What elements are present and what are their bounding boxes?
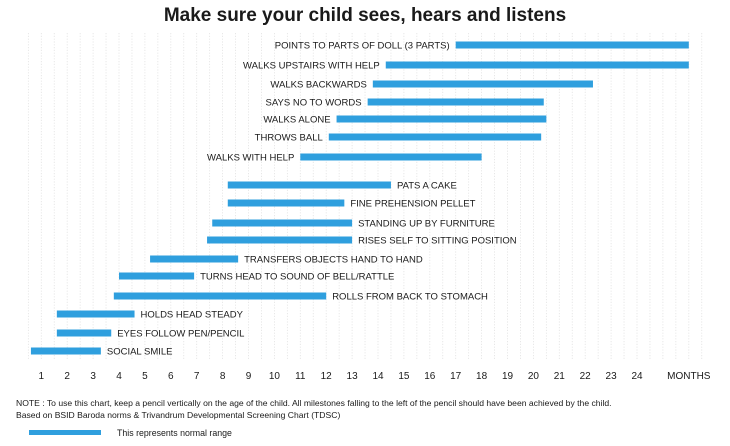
x-tick-label: 9 xyxy=(246,371,252,382)
x-tick-label: 2 xyxy=(64,371,70,382)
milestone-label: STANDING UP BY FURNITURE xyxy=(358,218,495,229)
x-tick-label: 15 xyxy=(398,371,410,382)
milestone-bar xyxy=(150,255,239,263)
milestone-bar xyxy=(119,272,195,280)
milestone-label: THROWS BALL xyxy=(255,132,323,143)
milestone-label: PATS A CAKE xyxy=(397,180,457,191)
milestone-bar xyxy=(113,292,327,300)
milestone-bar xyxy=(300,153,482,161)
x-tick-label: 20 xyxy=(528,371,540,382)
x-tick-label: 16 xyxy=(424,371,436,382)
milestone-label: WALKS ALONE xyxy=(263,114,330,125)
milestone-bar xyxy=(328,133,542,141)
x-tick-label: 11 xyxy=(295,371,306,382)
x-tick-label: 4 xyxy=(116,371,122,382)
x-tick-label: 18 xyxy=(476,371,488,382)
tick-layer: 1 2 3 4 5 6 7 8 9 10 11 12 13 14 15 16 17 18 19 20 21 22 23 24 M… xyxy=(39,371,711,382)
milestone-label: POINTS TO PARTS OF DOLL (3 PARTS) xyxy=(275,40,450,51)
milestone-bar xyxy=(227,199,345,207)
milestone-label: WALKS BACKWARDS xyxy=(270,79,366,90)
x-tick-label: 7 xyxy=(194,371,200,382)
milestone-bar xyxy=(212,219,353,227)
note-line-2: Based on BSID Baroda norms & Trivandrum … xyxy=(16,410,341,420)
usage-note: NOTE : To use this chart, keep a pencil … xyxy=(16,397,716,421)
milestone-bar xyxy=(30,347,101,355)
x-tick-label: 13 xyxy=(347,371,359,382)
milestone-bar xyxy=(385,61,689,69)
x-tick-label: 5 xyxy=(142,371,148,382)
x-tick-label: 8 xyxy=(220,371,226,382)
note-line-1: NOTE : To use this chart, keep a pencil … xyxy=(16,398,612,408)
x-tick-label: 12 xyxy=(321,371,333,382)
milestone-label: RISES SELF TO SITTING POSITION xyxy=(358,235,517,246)
x-tick-label: 24 xyxy=(631,371,643,382)
milestone-label: EYES FOLLOW PEN/PENCIL xyxy=(117,328,244,339)
milestone-label: WALKS UPSTAIRS WITH HELP xyxy=(243,60,380,71)
label-layer: POINTS TO PARTS OF DOLL (3 PARTS) WALKS U… xyxy=(107,40,517,357)
milestone-bar xyxy=(227,181,391,189)
milestone-label: SAYS NO TO WORDS xyxy=(266,97,362,108)
x-tick-label: 17 xyxy=(450,371,462,382)
x-tick-label: 14 xyxy=(372,371,384,382)
x-axis-unit-label: MONTHS xyxy=(667,371,711,382)
milestone-label: WALKS WITH HELP xyxy=(207,152,294,163)
milestone-label: ROLLS FROM BACK TO STOMACH xyxy=(332,291,488,302)
x-tick-label: 21 xyxy=(554,371,566,382)
legend-swatch xyxy=(29,430,101,435)
milestone-bar xyxy=(56,329,112,337)
milestone-label: HOLDS HEAD STEADY xyxy=(141,309,244,320)
milestone-bar xyxy=(56,310,135,318)
legend-text: This represents normal range xyxy=(117,428,232,438)
chart-title: Make sure your child sees, hears and lis… xyxy=(163,5,567,26)
x-tick-label: 3 xyxy=(90,371,96,382)
milestone-label: TURNS HEAD TO SOUND OF BELL/RATTLE xyxy=(200,271,394,282)
x-tick-label: 6 xyxy=(168,371,174,382)
x-tick-label: 23 xyxy=(606,371,618,382)
x-tick-label: 10 xyxy=(269,371,281,382)
x-tick-label: 19 xyxy=(502,371,514,382)
x-tick-label: 1 xyxy=(39,371,45,382)
milestone-label: SOCIAL SMILE xyxy=(107,346,173,357)
milestone-bar xyxy=(367,98,544,106)
milestone-label: FINE PREHENSION PELLET xyxy=(350,198,475,209)
milestone-bar xyxy=(372,80,593,88)
grid-layer xyxy=(27,33,703,360)
milestone-bar xyxy=(336,115,547,123)
milestone-label: TRANSFERS OBJECTS HAND TO HAND xyxy=(244,254,423,265)
milestone-bar xyxy=(207,236,353,244)
bar-layer xyxy=(30,41,689,355)
x-tick-label: 22 xyxy=(580,371,592,382)
milestone-bar xyxy=(455,41,689,49)
milestone-chart: POINTS TO PARTS OF DOLL (3 PARTS) WALKS U… xyxy=(27,33,711,382)
